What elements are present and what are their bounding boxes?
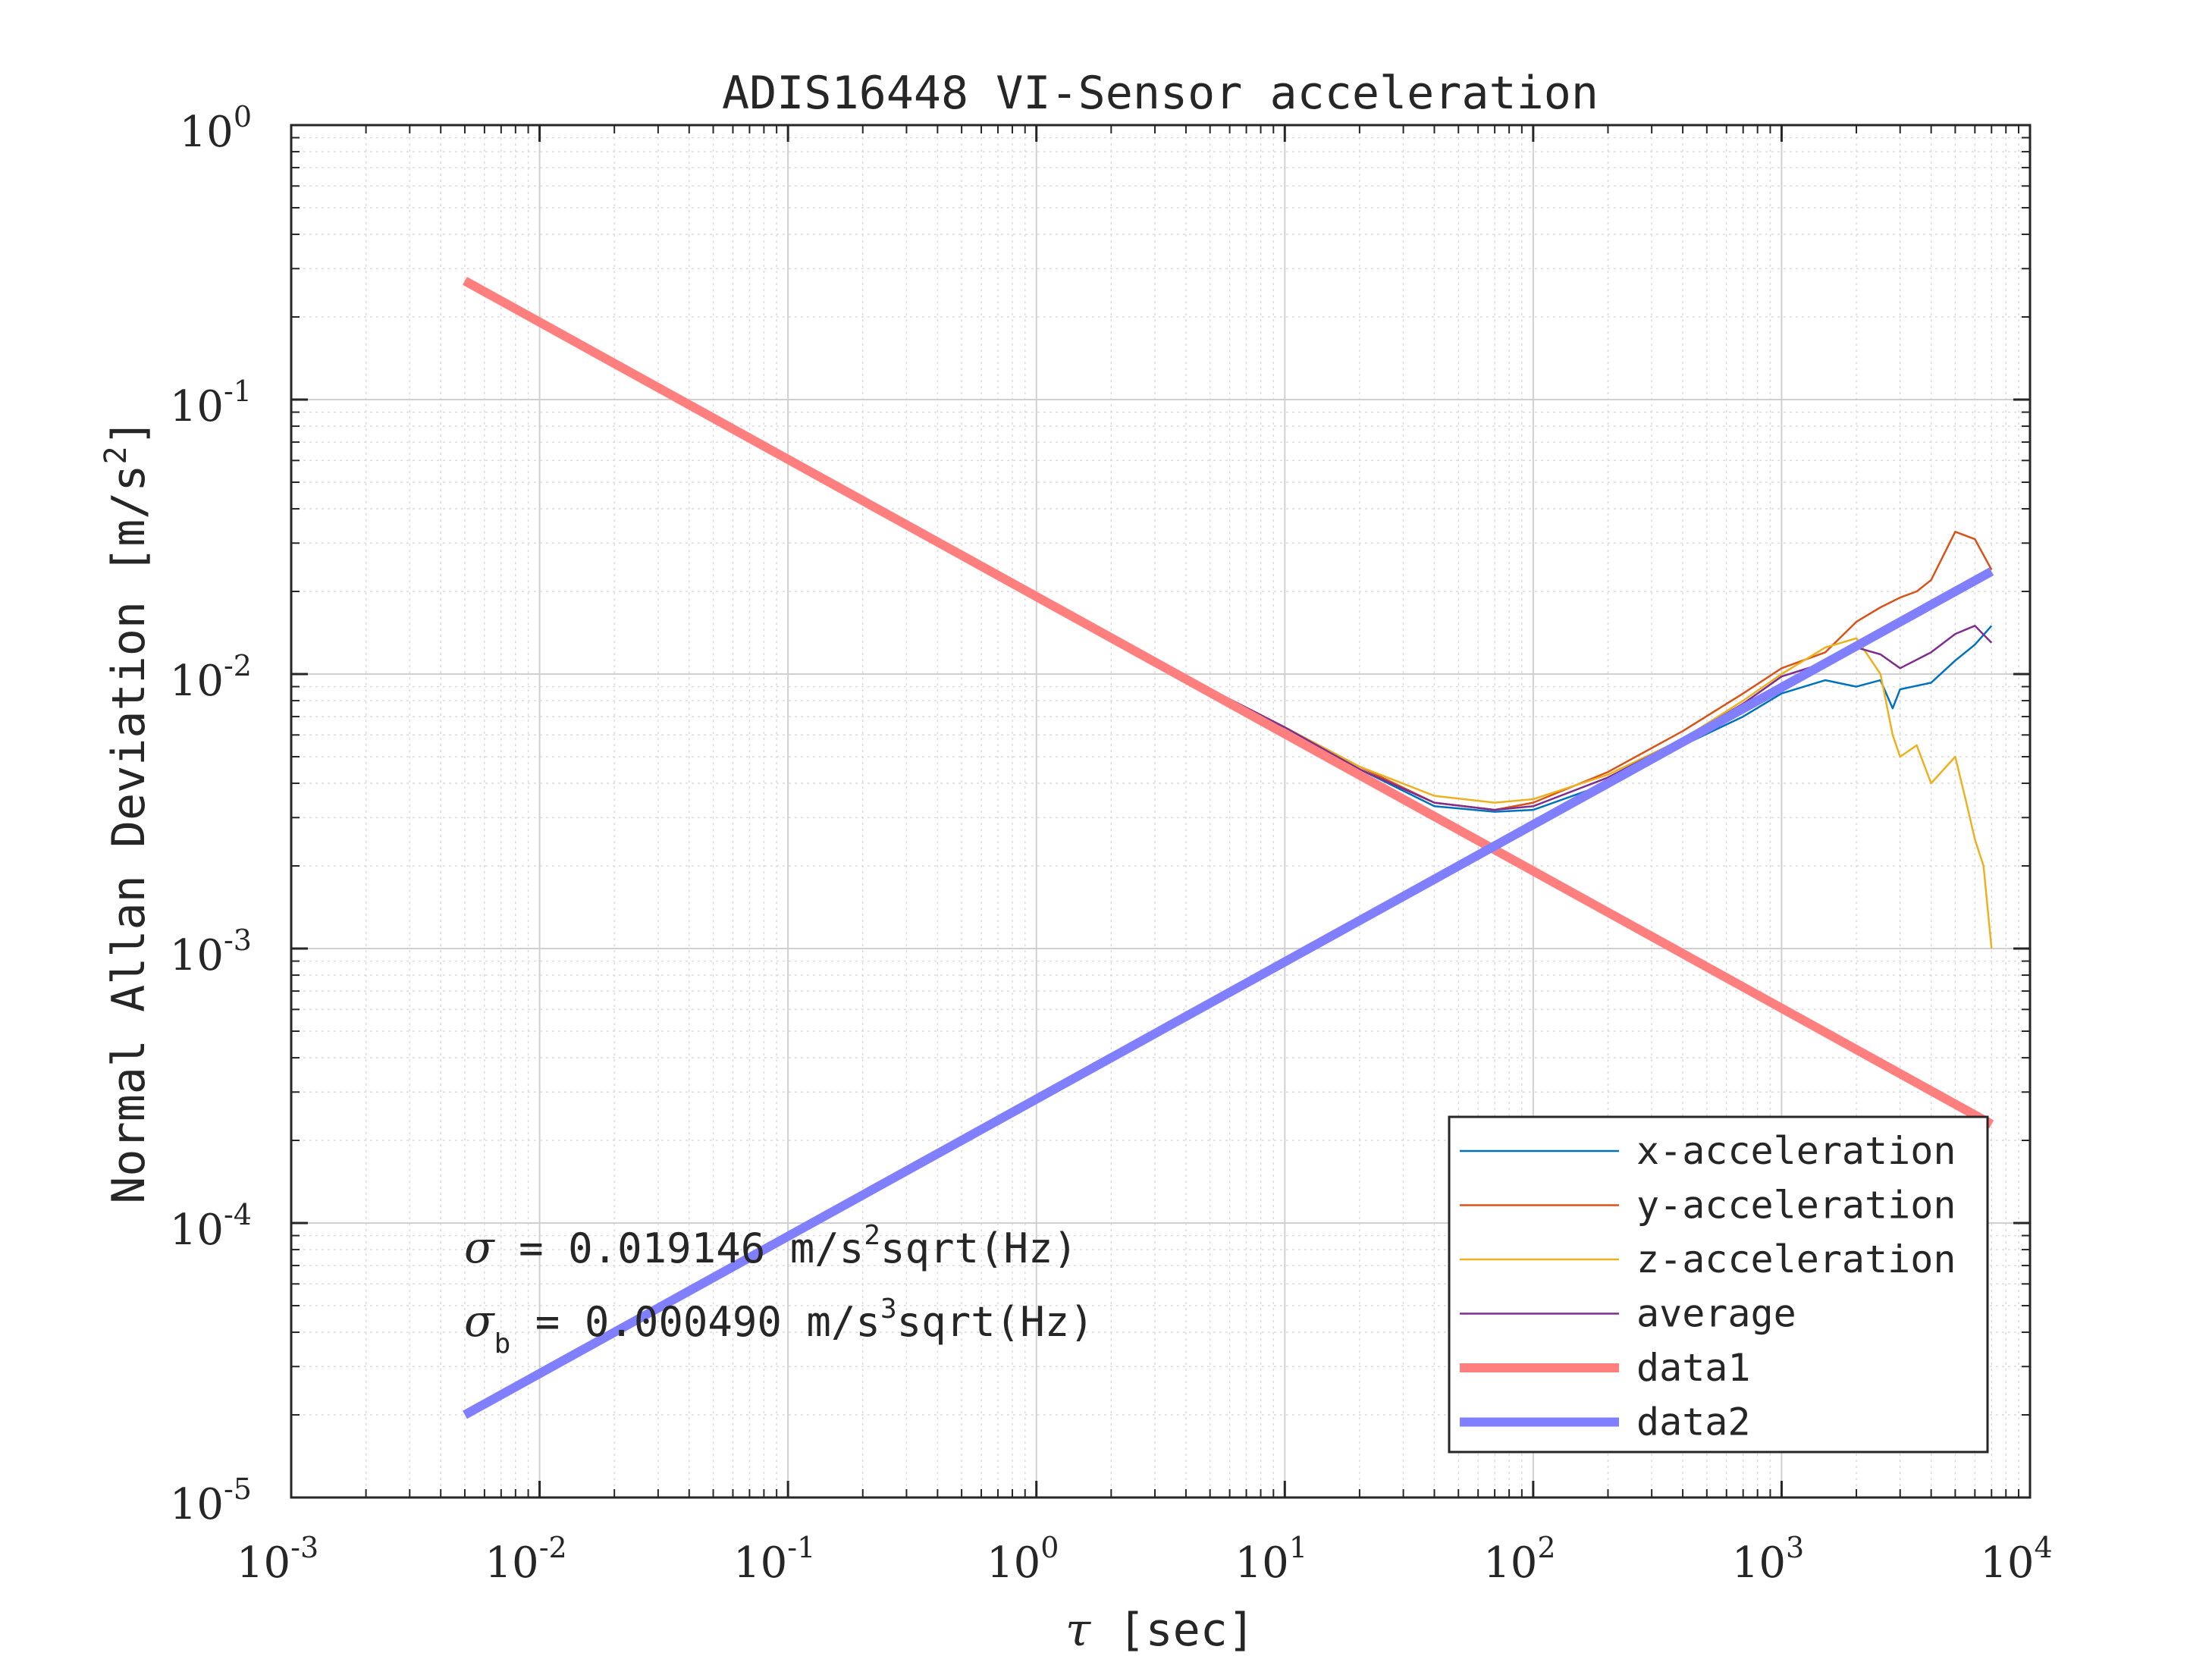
- x-tick-exp: -1: [787, 1531, 815, 1564]
- legend-label-data1: data1: [1636, 1346, 1751, 1390]
- y-tick-base: 10: [170, 1480, 224, 1529]
- x-tick-base: 10: [1980, 1538, 2034, 1588]
- x-tick-base: 10: [1483, 1538, 1537, 1588]
- annotation-sigma-b-sub: b: [494, 1328, 511, 1360]
- y-tick-exp: -4: [224, 1198, 252, 1231]
- x-tick-exp: -3: [290, 1531, 318, 1564]
- annotation-sigma-unit: sqrt(Hz): [880, 1225, 1078, 1272]
- x-tick-label: 101: [1235, 1531, 1307, 1588]
- axes-box: [290, 124, 2032, 1499]
- y-tick-exp: -5: [224, 1472, 252, 1506]
- x-tick-exp: 0: [1040, 1531, 1059, 1564]
- annotation-sigma-b-text: = 0.000490 m/s: [510, 1298, 880, 1346]
- annotation-sigma-b-symbol: σ: [464, 1295, 495, 1347]
- x-axis-space: [1090, 1604, 1118, 1657]
- y-tick-base: 10: [170, 931, 224, 980]
- legend-label-data2: data2: [1636, 1400, 1751, 1444]
- y-tick-exp: -3: [224, 924, 252, 957]
- y-tick-base: 10: [170, 382, 224, 431]
- annotation-sigma-sup: 2: [864, 1220, 880, 1251]
- y-tick-label: 10-1: [170, 375, 252, 431]
- x-tick-base: 10: [485, 1538, 538, 1588]
- annotation-sigma-b: σb = 0.000490 m/s3sqrt(Hz): [464, 1294, 1094, 1360]
- legend-label-average: average: [1636, 1292, 1796, 1336]
- x-tick-base: 10: [1235, 1538, 1289, 1588]
- y-axis-label-close: ]: [102, 419, 155, 446]
- x-axis-symbol: τ: [1065, 1604, 1091, 1657]
- x-tick-exp: 4: [2035, 1531, 2053, 1564]
- annotation-sigma-text: = 0.019146 m/s: [494, 1225, 864, 1272]
- x-tick-label: 10-2: [485, 1531, 566, 1588]
- y-tick-base: 10: [180, 108, 234, 157]
- y-tick-label: 10-4: [170, 1198, 252, 1255]
- legend-label-x-acceleration: x-acceleration: [1636, 1129, 1956, 1173]
- legend-box: [1448, 1115, 1989, 1454]
- annotation-sigma-symbol: σ: [464, 1222, 495, 1273]
- y-tick-label: 10-5: [170, 1472, 252, 1529]
- x-tick-labels: 10-3 10-2 10-1 100 101 102 103 104: [237, 1531, 2053, 1588]
- x-axis-label: τ [sec]: [1065, 1604, 1255, 1657]
- y-tick-exp: -1: [224, 375, 252, 408]
- y-tick-base: 10: [170, 657, 224, 706]
- annotation-sigma: σ = 0.019146 m/s2sqrt(Hz): [464, 1220, 1078, 1273]
- x-tick-label: 10-3: [237, 1531, 318, 1588]
- series-line-data1: [463, 277, 1994, 1128]
- x-tick-label: 100: [987, 1531, 1059, 1588]
- y-tick-label: 10-3: [170, 924, 252, 980]
- annotation-sigma-b-unit: sqrt(Hz): [897, 1298, 1094, 1346]
- y-tick-exp: -2: [224, 649, 252, 682]
- x-tick-exp: 3: [1786, 1531, 1804, 1564]
- x-tick-base: 10: [987, 1538, 1040, 1588]
- x-tick-label: 103: [1732, 1531, 1804, 1588]
- legend-label-y-acceleration: y-acceleration: [1636, 1184, 1956, 1228]
- x-tick-exp: 1: [1289, 1531, 1307, 1564]
- y-tick-exp: 0: [234, 100, 252, 133]
- legend: x-acceleration y-acceleration z-accelerati…: [1448, 1115, 1989, 1454]
- y-tick-label: 100: [180, 100, 252, 157]
- x-tick-base: 10: [237, 1538, 290, 1588]
- x-tick-label: 10-1: [733, 1531, 815, 1588]
- x-tick-exp: -2: [539, 1531, 567, 1564]
- x-axis-unit: [sec]: [1118, 1604, 1255, 1657]
- y-tick-base: 10: [170, 1206, 224, 1255]
- y-axis-label: Normal Allan Deviation [m/s2]: [99, 419, 155, 1204]
- tick-marks: [290, 124, 2032, 1499]
- y-axis-label-main: Normal Allan Deviation [m/s: [102, 464, 155, 1203]
- annotations: σ = 0.019146 m/s2sqrt(Hz) σb = 0.000490 …: [464, 1220, 1094, 1360]
- x-tick-label: 104: [1980, 1531, 2052, 1588]
- minor-grid: [291, 125, 2030, 1497]
- x-tick-label: 102: [1483, 1531, 1555, 1588]
- legend-label-z-acceleration: z-acceleration: [1636, 1237, 1956, 1281]
- x-tick-exp: 2: [1537, 1531, 1555, 1564]
- series-group: [463, 277, 1994, 1419]
- x-tick-base: 10: [1732, 1538, 1786, 1588]
- series-line-data2: [463, 567, 1994, 1419]
- y-tick-label: 10-2: [170, 649, 252, 706]
- annotation-sigma-b-sup: 3: [880, 1294, 897, 1325]
- x-tick-base: 10: [733, 1538, 787, 1588]
- chart-title: ADIS16448 VI-Sensor acceleration: [722, 67, 1599, 120]
- y-axis-label-sup: 2: [99, 446, 133, 464]
